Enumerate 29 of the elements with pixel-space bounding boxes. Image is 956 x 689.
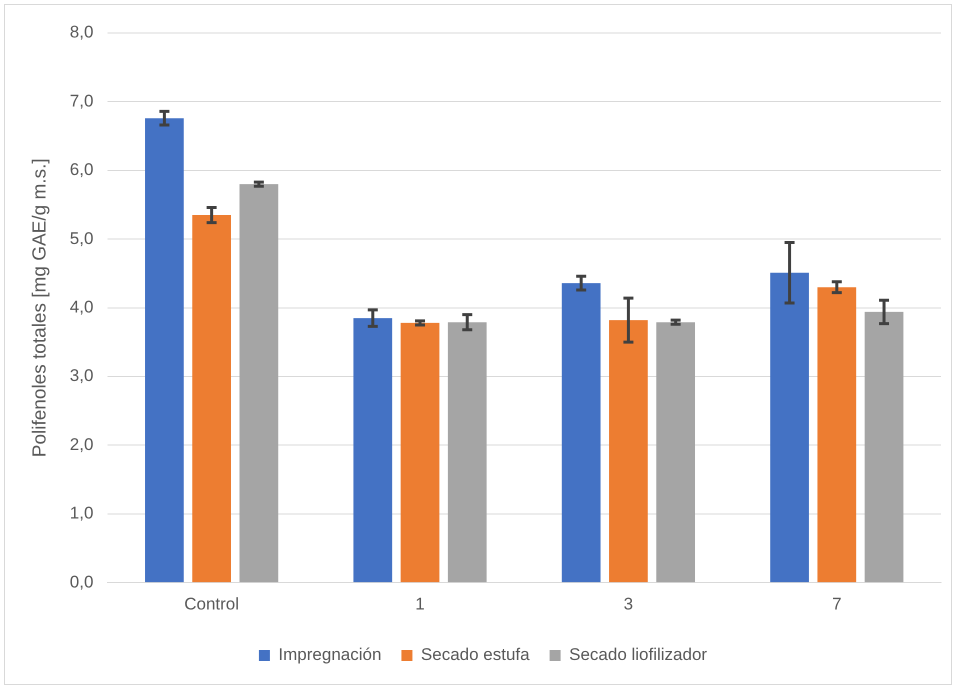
bar: [448, 322, 487, 582]
bar: [145, 118, 184, 582]
bar: [562, 283, 601, 582]
bar: [239, 184, 278, 582]
x-tick-label: 1: [415, 594, 425, 614]
y-tick-label: 8,0: [70, 22, 94, 42]
bar: [609, 320, 648, 582]
bar: [192, 215, 231, 582]
y-tick-label: 2,0: [70, 434, 94, 454]
y-tick-label: 7,0: [70, 91, 94, 110]
y-tick-label: 3,0: [70, 366, 94, 386]
y-tick-label: 4,0: [70, 297, 94, 316]
y-tick-label: 0,0: [70, 572, 94, 592]
y-axis-title: Polifenoles totales [mg GAE/g m.s.]: [30, 158, 51, 458]
y-tick-label: 5,0: [70, 228, 94, 248]
y-tick-label: 1,0: [70, 504, 94, 523]
bar: [817, 287, 856, 582]
legend-label: Secado liofilizador: [569, 645, 708, 664]
legend-label: Secado estufa: [420, 645, 530, 664]
bar: [864, 312, 904, 582]
bar: [656, 322, 696, 582]
x-tick-label: Control: [184, 594, 240, 614]
bar: [770, 272, 809, 582]
bar: [353, 318, 392, 582]
bar: [400, 322, 440, 582]
x-tick-label: 3: [624, 594, 634, 614]
x-tick-label: 7: [832, 594, 842, 614]
legend-label: Impregnación: [278, 645, 382, 664]
y-tick-label: 6,0: [70, 160, 94, 180]
